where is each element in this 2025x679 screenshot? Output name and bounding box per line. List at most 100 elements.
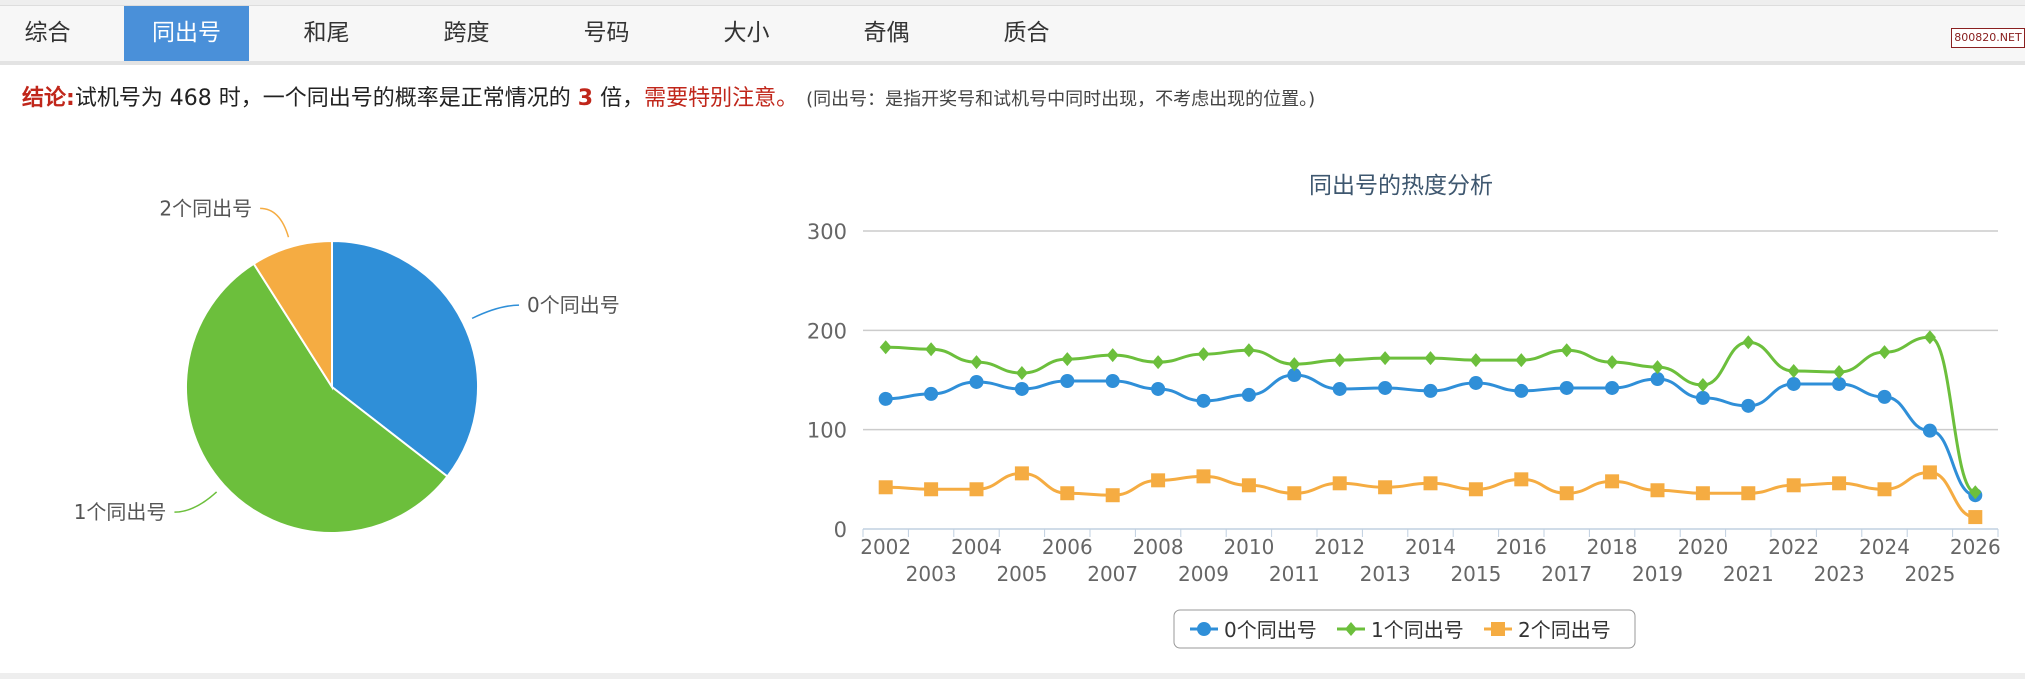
pie-connector-0 xyxy=(471,304,520,320)
data-point-2 xyxy=(878,480,893,495)
data-point-2 xyxy=(1287,486,1302,501)
tab-3[interactable]: 跨度 xyxy=(443,20,490,46)
pie-slice-2 xyxy=(252,239,333,391)
x-tick-label: 2025 xyxy=(1904,562,1955,586)
data-point-1 xyxy=(1061,352,1074,367)
x-tick-label: 2023 xyxy=(1814,562,1865,586)
data-point-0 xyxy=(1060,373,1075,388)
data-point-2 xyxy=(1786,478,1801,493)
x-tick-label: 2008 xyxy=(1133,535,1184,559)
data-point-1 xyxy=(1152,355,1165,370)
conclusion-line: 结论:试机号为 468 时，一个同出号的概率是正常情况的 3 倍，需要特别注意。… xyxy=(22,80,1315,112)
data-point-1 xyxy=(1833,365,1846,380)
data-point-0 xyxy=(1786,376,1801,391)
pie-label-2: 2个同出号 xyxy=(159,196,252,220)
pie-label-0: 0个同出号 xyxy=(527,293,620,317)
data-point-2 xyxy=(1151,473,1166,488)
x-tick-label: 2009 xyxy=(1178,562,1229,586)
data-point-1 xyxy=(1333,353,1346,368)
data-point-1 xyxy=(1379,351,1392,366)
data-point-0 xyxy=(1695,390,1710,405)
data-point-2 xyxy=(1922,465,1937,480)
data-point-0 xyxy=(1014,381,1029,396)
chart-title: 同出号的热度分析 xyxy=(1309,173,1493,199)
data-point-2 xyxy=(1196,469,1211,484)
x-tick-label: 2011 xyxy=(1269,562,1320,586)
x-tick-label: 2016 xyxy=(1496,535,1547,559)
tab-4[interactable]: 号码 xyxy=(583,20,630,46)
data-point-2 xyxy=(1832,476,1847,491)
bottom-border xyxy=(0,673,2025,679)
x-tick-label: 2015 xyxy=(1450,562,1501,586)
x-tick-label: 2013 xyxy=(1360,562,1411,586)
pie-label-1: 1个同出号 xyxy=(74,500,167,524)
tab-bar: 综合 同出号 和尾 跨度 号码 大小 奇偶 质合 xyxy=(0,6,2025,65)
data-point-2 xyxy=(1468,482,1483,497)
data-point-1 xyxy=(1515,353,1528,368)
legend-marker-1 xyxy=(1345,622,1357,636)
y-tick-label: 100 xyxy=(807,419,847,443)
tab-1[interactable]: 同出号 xyxy=(124,6,249,61)
data-point-1 xyxy=(1696,377,1709,392)
data-point-1 xyxy=(1560,343,1573,358)
data-point-1 xyxy=(1651,360,1664,375)
data-point-1 xyxy=(1969,485,1982,500)
data-point-2 xyxy=(1105,488,1120,503)
tab-7[interactable]: 质合 xyxy=(1003,20,1050,46)
pie-slice-0 xyxy=(331,239,479,478)
data-point-2 xyxy=(1241,478,1256,493)
legend[interactable]: 0个同出号 1个同出号 2个同出号 xyxy=(1173,609,1636,649)
x-tick-label: 2026 xyxy=(1950,535,2001,559)
legend-item-2[interactable]: 2个同出号 xyxy=(1518,618,1611,642)
data-point-2 xyxy=(1559,486,1574,501)
x-tick-label: 2002 xyxy=(860,535,911,559)
x-tick-label: 2019 xyxy=(1632,562,1683,586)
data-point-0 xyxy=(1468,375,1483,390)
data-point-1 xyxy=(925,342,938,357)
data-point-0 xyxy=(1650,372,1665,387)
data-point-1 xyxy=(1288,357,1301,372)
pie-slice-1 xyxy=(185,262,449,534)
tab-5[interactable]: 大小 xyxy=(723,20,770,46)
data-point-1 xyxy=(1787,364,1800,379)
data-point-2 xyxy=(1423,476,1438,491)
x-tick-label: 2004 xyxy=(951,535,1002,559)
data-point-2 xyxy=(1695,486,1710,501)
x-tick-label: 2020 xyxy=(1677,535,1728,559)
tab-6[interactable]: 奇偶 xyxy=(863,20,910,46)
conclusion-text: 试机号为 468 时，一个同出号的概率是正常情况的 xyxy=(74,86,578,111)
data-point-2 xyxy=(1514,472,1529,487)
data-point-1 xyxy=(1106,348,1119,363)
legend-item-1[interactable]: 1个同出号 xyxy=(1371,618,1464,642)
data-point-0 xyxy=(1559,380,1574,395)
legend-marker-2 xyxy=(1491,622,1505,636)
data-point-2 xyxy=(1014,466,1029,481)
data-point-2 xyxy=(1378,480,1393,495)
x-tick-label: 2010 xyxy=(1223,535,1274,559)
legend-box xyxy=(1173,609,1636,649)
legend-marker-0 xyxy=(1197,622,1211,636)
tab-0[interactable]: 综合 xyxy=(24,20,71,46)
x-tick-label: 2021 xyxy=(1723,562,1774,586)
data-point-2 xyxy=(1332,476,1347,491)
conclusion-text-2: 倍， xyxy=(593,86,645,111)
legend-item-0[interactable]: 0个同出号 xyxy=(1224,618,1317,642)
data-point-2 xyxy=(1060,486,1075,501)
data-point-0 xyxy=(1332,381,1347,396)
data-point-0 xyxy=(1514,383,1529,398)
x-tick-label: 2024 xyxy=(1859,535,1910,559)
data-point-2 xyxy=(1605,474,1620,489)
data-point-1 xyxy=(970,355,983,370)
tab-2[interactable]: 和尾 xyxy=(303,20,350,46)
data-point-1 xyxy=(1923,330,1936,345)
data-point-1 xyxy=(1242,343,1255,358)
data-point-0 xyxy=(1605,380,1620,395)
y-tick-label: 200 xyxy=(807,319,847,343)
x-tick-label: 2017 xyxy=(1541,562,1592,586)
x-tick-label: 2005 xyxy=(996,562,1047,586)
data-point-0 xyxy=(1832,376,1847,391)
data-point-0 xyxy=(1378,380,1393,395)
y-tick-label: 300 xyxy=(807,220,847,244)
x-tick-label: 2018 xyxy=(1587,535,1638,559)
